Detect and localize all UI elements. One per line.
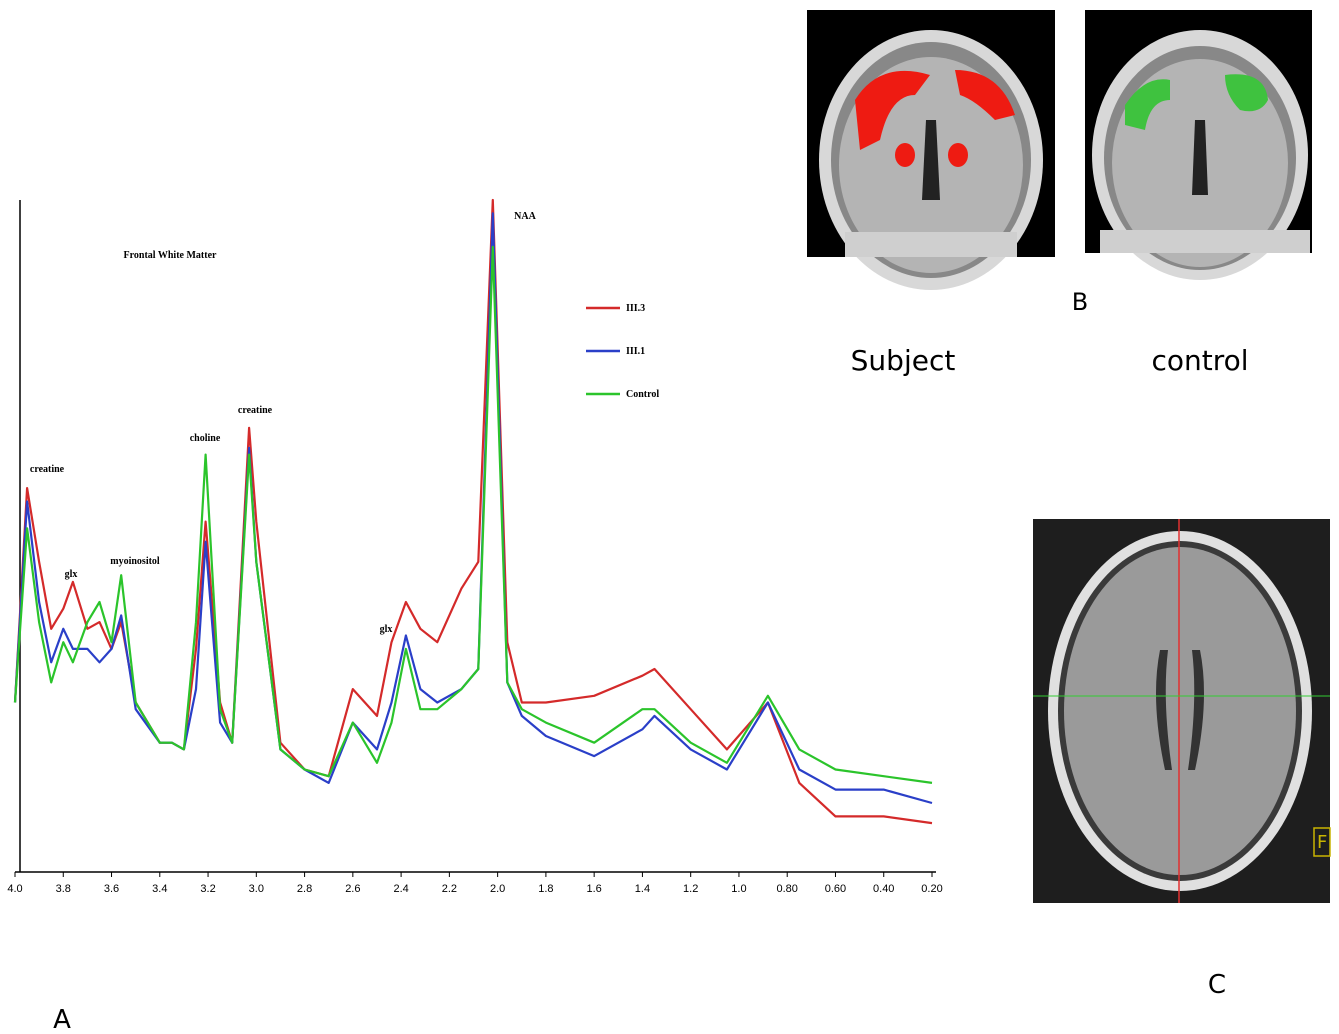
legend-label: III.1: [626, 346, 645, 357]
chart-title: Frontal White Matter: [124, 250, 218, 261]
x-tick-label: 2.6: [345, 883, 360, 895]
x-tick-label: 0.80: [776, 883, 797, 895]
peak-label: glx: [380, 624, 393, 635]
control-image: [1085, 10, 1312, 280]
figure: F B Subject control C A Frontal White Ma…: [0, 0, 1339, 1034]
x-tick-label: 1.4: [635, 883, 650, 895]
peak-label: creatine: [238, 405, 273, 416]
x-tick-label: 1.6: [587, 883, 602, 895]
panel-label: C: [1208, 970, 1226, 1000]
image-label: Subject: [851, 344, 956, 377]
legend-label: Control: [626, 389, 659, 400]
series-line: [15, 247, 932, 783]
peak-label: creatine: [30, 464, 65, 475]
x-tick-label: 0.40: [873, 883, 894, 895]
x-tick-label: 2.4: [393, 883, 408, 895]
x-tick-label: 2.0: [490, 883, 505, 895]
subject-image: [807, 10, 1055, 290]
x-tick-label: 1.2: [683, 883, 698, 895]
x-tick-label: 0.60: [825, 883, 846, 895]
x-tick-label: 2.8: [297, 883, 312, 895]
peak-label: choline: [190, 433, 221, 444]
peak-label: glx: [65, 569, 78, 580]
legend-label: III.3: [626, 303, 645, 314]
x-tick-label: 3.2: [200, 883, 215, 895]
x-tick-label: 2.2: [442, 883, 457, 895]
axial-scan-image: F: [1033, 519, 1330, 903]
series-line: [15, 213, 932, 803]
x-tick-label: 3.4: [152, 883, 167, 895]
scan-marker: F: [1317, 832, 1327, 853]
x-tick-label: 4.0: [7, 883, 22, 895]
x-tick-label: 1.8: [538, 883, 553, 895]
x-tick-label: 3.6: [104, 883, 119, 895]
x-tick-label: 3.0: [249, 883, 264, 895]
image-label: control: [1151, 344, 1248, 377]
peak-label: NAA: [514, 211, 536, 222]
x-tick-label: 0.20: [921, 883, 942, 895]
x-tick-label: 1.0: [731, 883, 746, 895]
panel-label: A: [53, 1005, 71, 1034]
x-tick-label: 3.8: [56, 883, 71, 895]
peak-label: myoinositol: [110, 556, 160, 567]
panel-label: B: [1072, 288, 1088, 316]
